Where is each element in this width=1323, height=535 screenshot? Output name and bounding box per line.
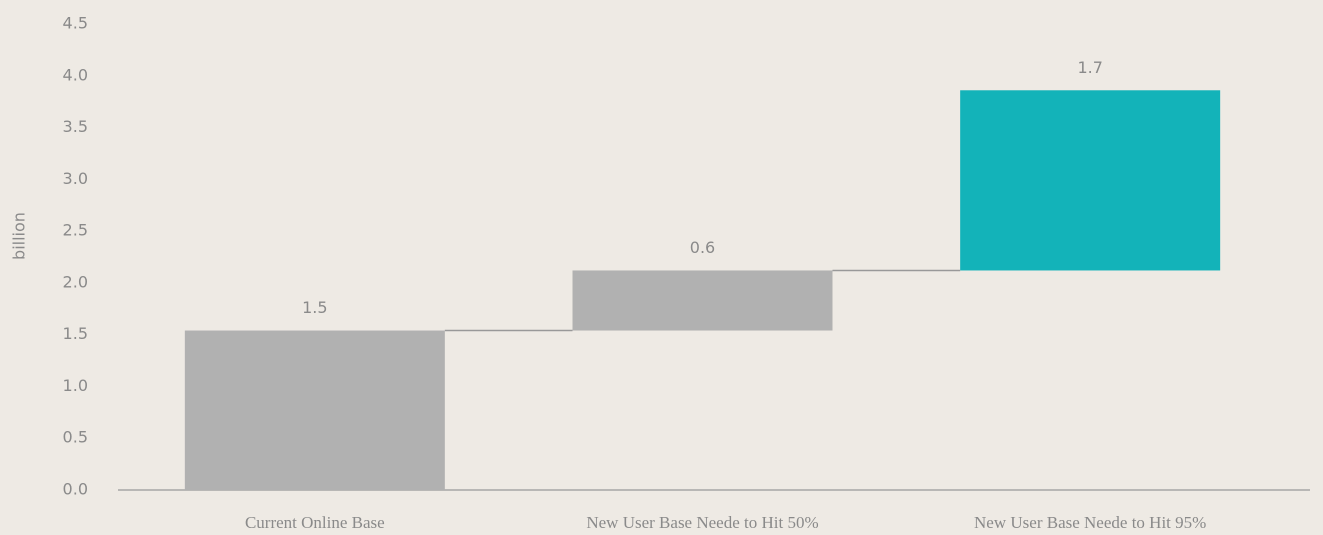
x-tick-label: New User Base Neede to Hit 50% — [586, 513, 818, 532]
data-label: 1.7 — [1077, 58, 1102, 77]
y-tick-label: 2.5 — [63, 221, 88, 240]
y-tick-label: 0.0 — [63, 480, 88, 499]
data-label: 1.5 — [302, 298, 327, 317]
y-tick-label: 4.5 — [63, 14, 88, 33]
y-tick-label: 2.0 — [63, 272, 88, 291]
y-tick-label: 3.0 — [63, 169, 88, 188]
bar — [960, 90, 1221, 271]
y-axis-label: billion — [10, 212, 29, 260]
y-tick-label: 1.5 — [63, 324, 88, 343]
x-tick-label: Current Online Base — [245, 513, 385, 532]
bar — [184, 330, 445, 490]
y-tick-label: 1.0 — [63, 376, 88, 395]
y-tick-label: 4.0 — [63, 65, 88, 84]
data-label: 0.6 — [690, 238, 715, 257]
bar — [572, 270, 833, 331]
y-tick-label: 3.5 — [63, 117, 88, 136]
x-tick-label: New User Base Neede to Hit 95% — [974, 513, 1206, 532]
y-tick-label: 0.5 — [63, 428, 88, 447]
